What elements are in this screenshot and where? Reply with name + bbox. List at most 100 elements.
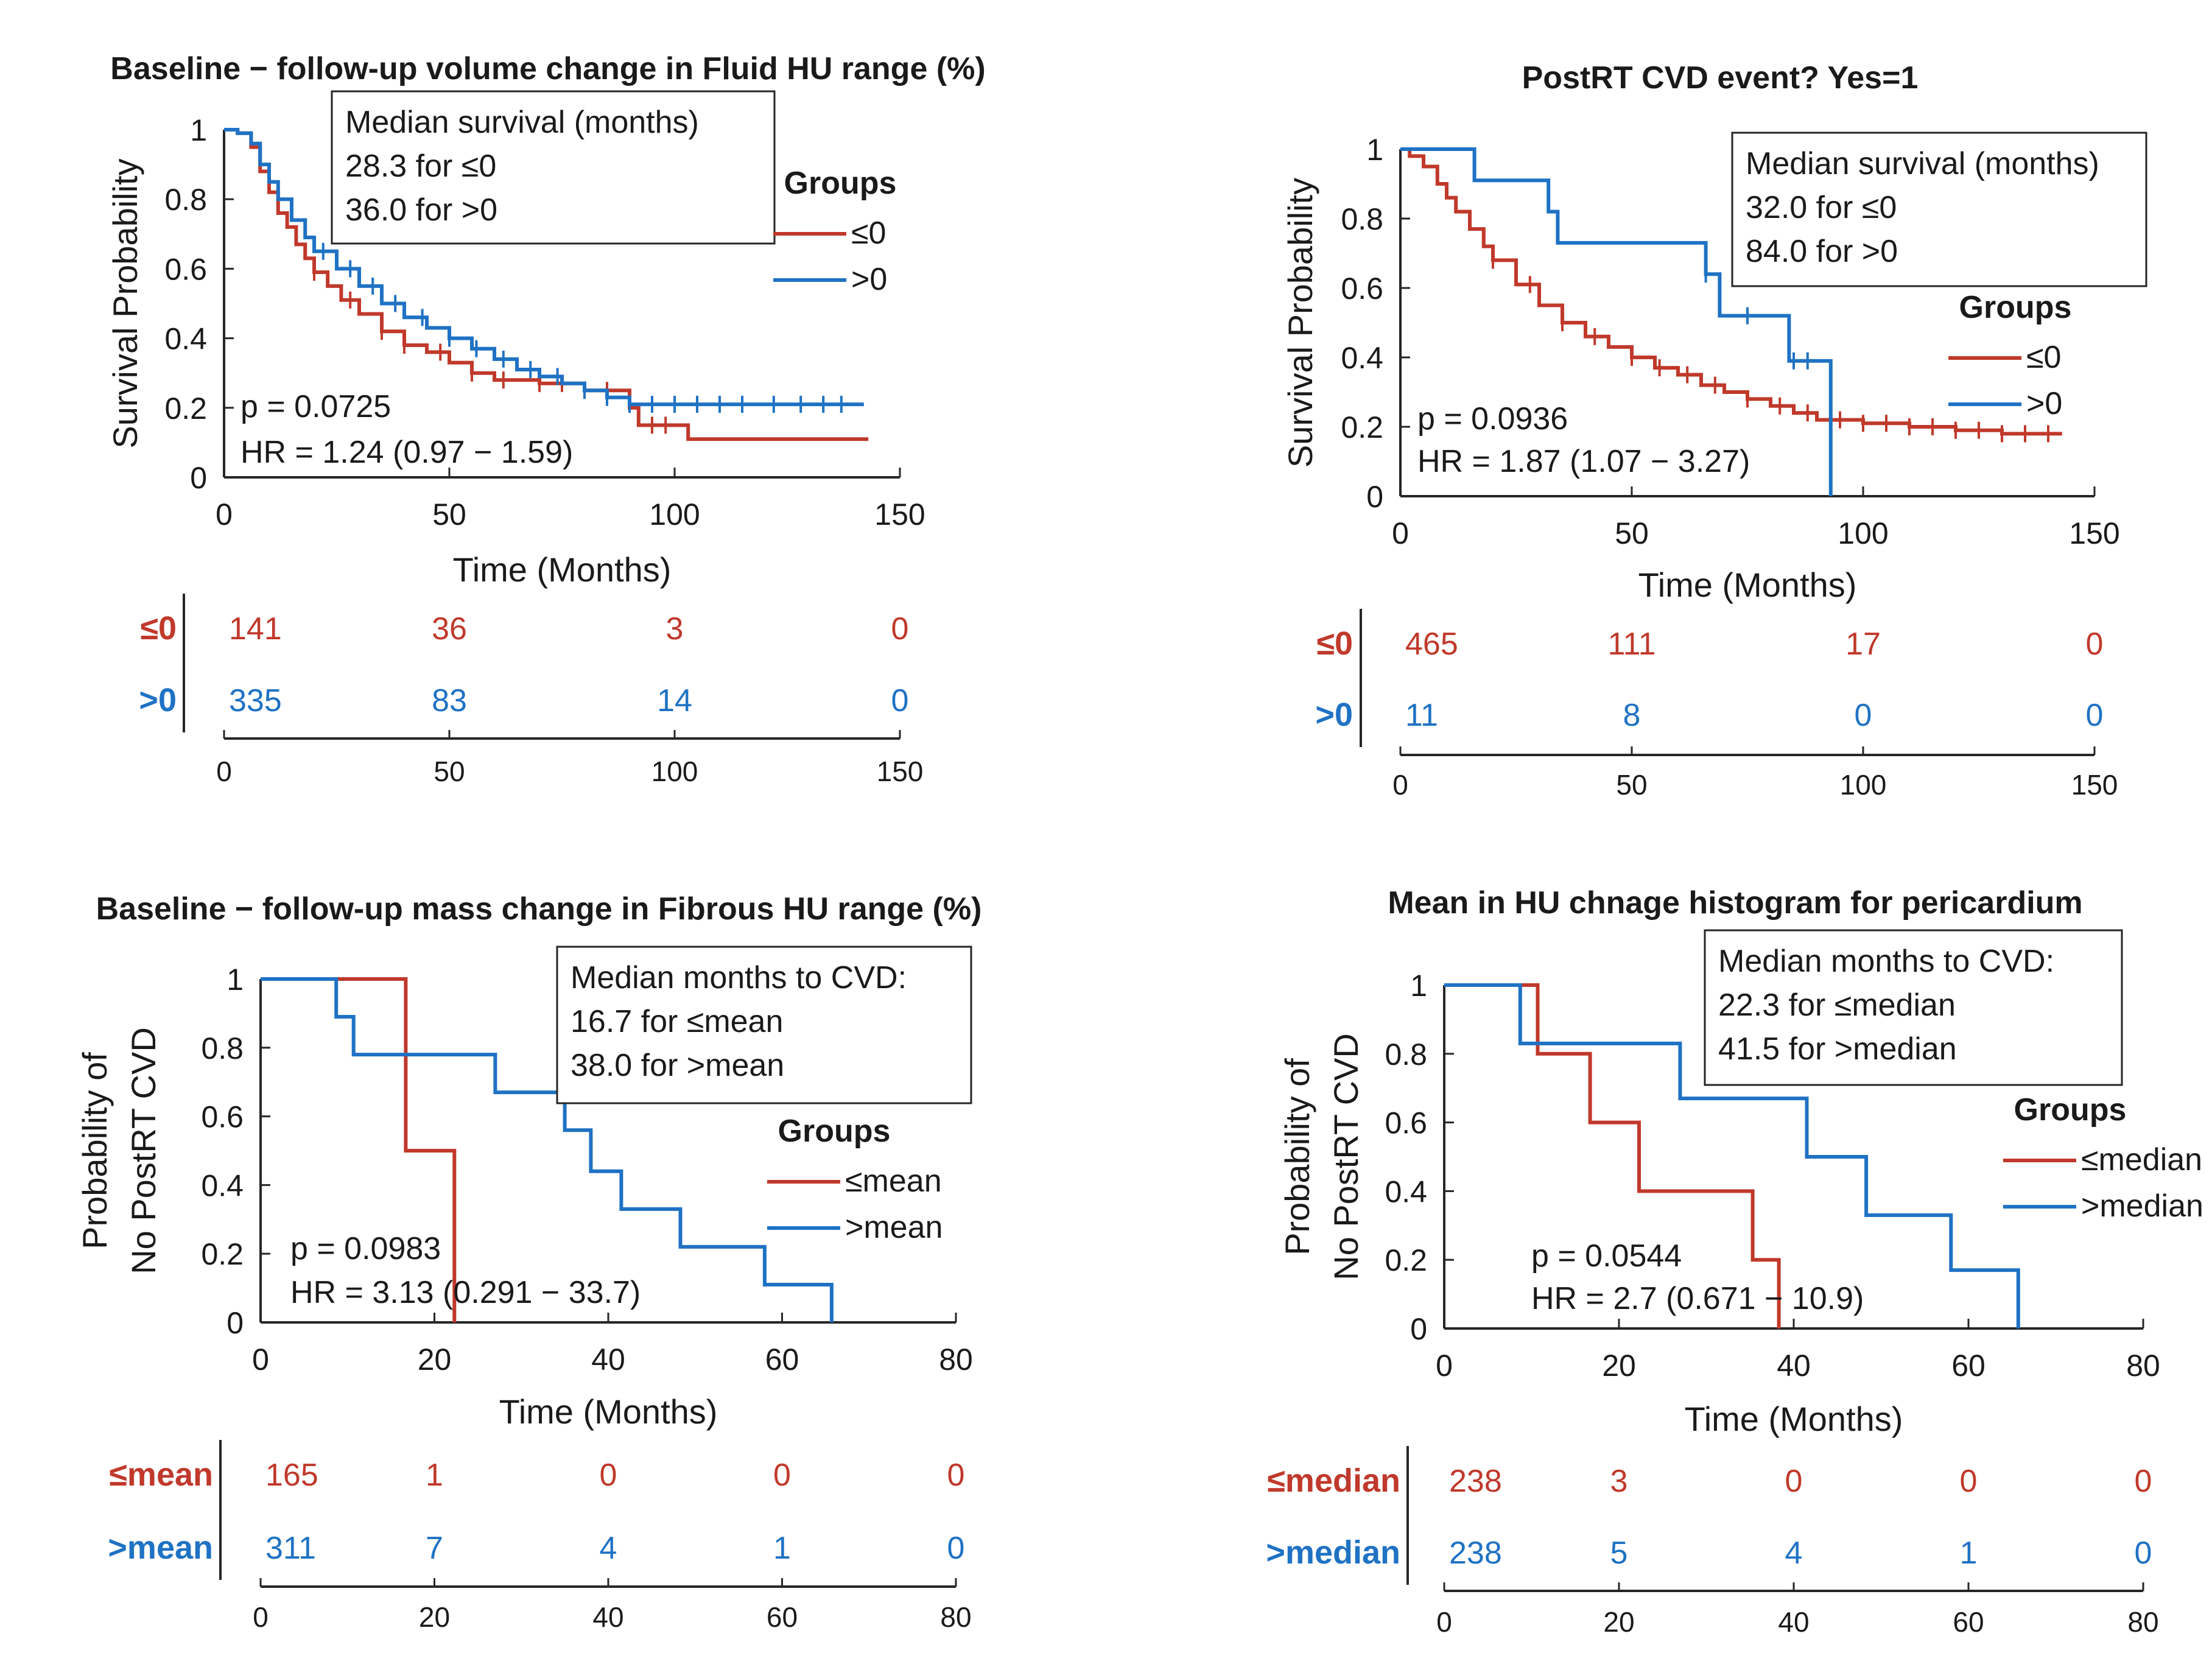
risk-row-label: ≤0	[1316, 625, 1353, 662]
p-value-text: p = 0.0936	[1417, 401, 1568, 437]
risk-count: 1	[773, 1531, 791, 1566]
legend-title: Groups	[778, 1114, 891, 1149]
risk-count: 111	[1607, 626, 1655, 662]
hazard-ratio-text: HR = 1.87 (1.07 − 3.27)	[1417, 444, 1750, 479]
y-tick-label: 0.6	[1385, 1106, 1427, 1140]
risk-tick-label: 60	[1953, 1606, 1984, 1638]
risk-tick-label: 150	[877, 756, 924, 787]
y-tick-label: 0.6	[201, 1100, 244, 1134]
risk-count: 0	[600, 1458, 617, 1493]
risk-count: 5	[1610, 1535, 1628, 1571]
risk-row-label: ≤mean	[109, 1456, 213, 1493]
median-annotation-line: 16.7 for ≤mean	[571, 1004, 783, 1039]
risk-count: 238	[1449, 1464, 1502, 1499]
x-tick-label: 20	[418, 1342, 452, 1377]
risk-count: 238	[1449, 1535, 1502, 1571]
risk-count: 0	[773, 1458, 791, 1493]
chart-title: Baseline − follow-up mass change in Fibr…	[96, 891, 982, 927]
risk-table: ≤median 238 3 0 0 0 >median 238 5 4 1 0 0 20 40 60 80	[1266, 1446, 2159, 1638]
x-tick-label: 40	[591, 1342, 625, 1377]
x-tick-label: 50	[432, 497, 466, 532]
y-tick-label: 1	[1410, 969, 1427, 1003]
legend-label: >mean	[845, 1210, 943, 1245]
chart-title: Mean in HU chnage histogram for pericard…	[1388, 885, 2082, 921]
km-panel-3: Baseline − follow-up mass change in Fibr…	[75, 891, 981, 1633]
risk-tick-label: 40	[592, 1601, 623, 1633]
x-tick-label: 100	[1838, 516, 1888, 550]
risk-tick-label: 20	[1603, 1606, 1634, 1638]
x-axis-label: Time (Months)	[453, 550, 672, 589]
risk-count: 141	[229, 611, 282, 647]
x-axis-label: Time (Months)	[1685, 1400, 1903, 1438]
y-tick-label: 0.2	[1385, 1243, 1427, 1277]
risk-tick-label: 60	[767, 1601, 798, 1633]
y-tick-label: 0.6	[1341, 272, 1383, 306]
y-tick-label: 1	[190, 113, 207, 147]
risk-row-label: >mean	[108, 1529, 213, 1566]
risk-row-label: ≤0	[140, 610, 177, 647]
x-axis-label: Time (Months)	[499, 1392, 718, 1431]
median-annotation-box	[331, 90, 776, 245]
risk-tick-label: 100	[1840, 769, 1887, 801]
median-annotation-title: Median survival (months)	[1746, 146, 2099, 181]
legend-title: Groups	[2014, 1092, 2127, 1128]
x-tick-label: 40	[1777, 1349, 1811, 1383]
median-annotation-title: Median months to CVD:	[1718, 944, 2054, 979]
median-annotation-box	[1704, 929, 2123, 1086]
y-tick-label: 1	[1366, 133, 1383, 167]
x-tick-label: 0	[252, 1342, 269, 1377]
risk-tick-label: 0	[253, 1601, 269, 1633]
risk-count: 4	[600, 1531, 617, 1566]
median-annotation-title: Median survival (months)	[345, 105, 699, 140]
hazard-ratio-text: HR = 3.13 (0.291 − 33.7)	[290, 1275, 641, 1310]
survival-curve-group-2	[1400, 147, 1833, 496]
y-tick-label: 0.4	[1341, 341, 1383, 375]
survival-curve-group-1	[1444, 983, 1781, 1328]
risk-count: 465	[1405, 626, 1458, 662]
x-tick-label: 80	[2126, 1349, 2160, 1383]
risk-count: 165	[265, 1458, 318, 1493]
y-axis-label-line: No PostRT CVD	[1327, 1033, 1365, 1280]
x-tick-label: 100	[649, 497, 700, 532]
p-value-text: p = 0.0983	[290, 1231, 441, 1266]
risk-row-label: >0	[139, 682, 177, 718]
survival-curve-group-2	[1444, 983, 2020, 1328]
x-tick-label: 0	[216, 497, 233, 532]
risk-count: 8	[1623, 698, 1641, 733]
chart-title: PostRT CVD event? Yes=1	[1522, 60, 1919, 96]
y-tick-label: 0	[190, 461, 207, 495]
risk-count: 17	[1845, 626, 1881, 662]
y-axis-label-line: Probability of	[1278, 1058, 1316, 1255]
legend-title: Groups	[784, 166, 897, 201]
risk-count: 14	[657, 683, 692, 718]
y-axis-label: Probability of No PostRT CVD	[1278, 1033, 1365, 1280]
y-tick-label: 0	[1366, 480, 1383, 514]
y-tick-label: 0.2	[1341, 410, 1383, 444]
y-tick-label: 0.4	[164, 322, 207, 356]
risk-tick-label: 100	[651, 756, 698, 787]
risk-tick-label: 20	[419, 1601, 450, 1633]
p-value-text: p = 0.0544	[1531, 1238, 1682, 1274]
legend-label: >0	[2026, 386, 2062, 421]
risk-count: 36	[432, 611, 467, 647]
risk-row-label: >0	[1315, 697, 1353, 733]
risk-count: 0	[1785, 1464, 1803, 1499]
risk-count: 11	[1405, 698, 1438, 733]
y-tick-label: 0.8	[1341, 202, 1383, 236]
legend-title: Groups	[1959, 290, 2072, 325]
risk-tick-label: 0	[1392, 769, 1408, 801]
risk-table: ≤0 465 111 17 0 >0 11 8 0 0 0 50 100 150	[1315, 609, 2118, 801]
median-annotation-line: 32.0 for ≤0	[1746, 190, 1897, 225]
x-tick-label: 80	[939, 1342, 973, 1377]
x-tick-label: 0	[1392, 516, 1409, 550]
risk-tick-label: 80	[2127, 1606, 2158, 1638]
km-panel-4: Mean in HU chnage histogram for pericard…	[1266, 885, 2203, 1638]
y-tick-label: 0.2	[201, 1237, 244, 1271]
chart-title: Baseline − follow-up volume change in Fl…	[110, 51, 985, 86]
risk-tick-label: 0	[1436, 1606, 1452, 1638]
risk-count: 0	[891, 683, 909, 718]
risk-tick-label: 50	[1616, 769, 1647, 801]
y-tick-label: 0	[226, 1306, 244, 1340]
